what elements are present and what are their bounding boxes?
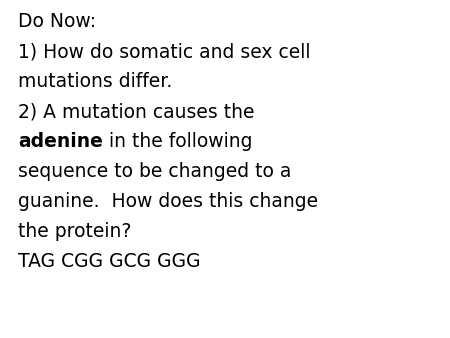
Text: the protein?: the protein? xyxy=(18,222,131,241)
Text: guanine.  How does this change: guanine. How does this change xyxy=(18,192,318,211)
Text: mutations differ.: mutations differ. xyxy=(18,72,172,91)
Text: TAG CGG GCG GGG: TAG CGG GCG GGG xyxy=(18,252,201,271)
Text: Do Now:: Do Now: xyxy=(18,12,96,31)
Text: 2) A mutation causes the: 2) A mutation causes the xyxy=(18,102,255,121)
Text: 1) How do somatic and sex cell: 1) How do somatic and sex cell xyxy=(18,42,310,61)
Text: sequence to be changed to a: sequence to be changed to a xyxy=(18,162,292,181)
Text: adenine: adenine xyxy=(18,132,103,151)
Text: in the following: in the following xyxy=(103,132,252,151)
